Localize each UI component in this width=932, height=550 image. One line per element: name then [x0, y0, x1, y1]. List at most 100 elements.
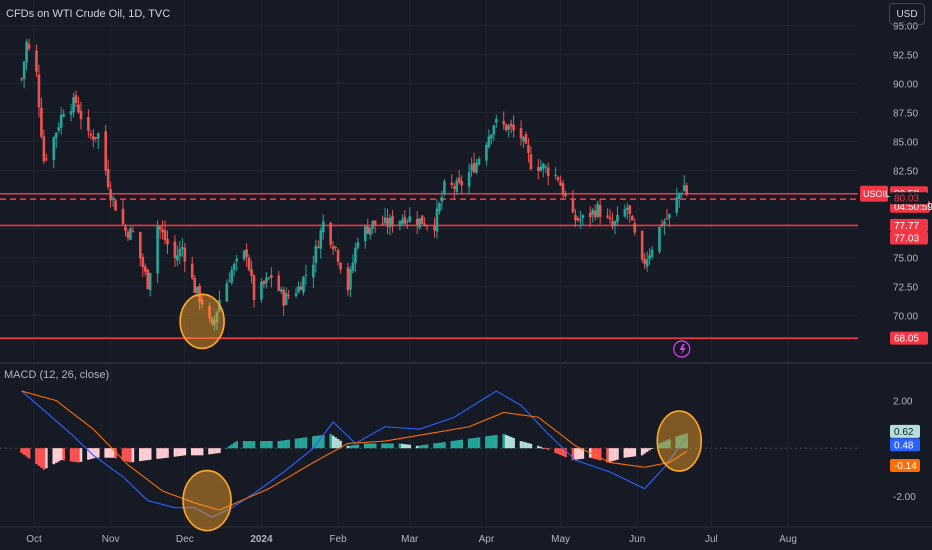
- candle-body: [62, 114, 65, 117]
- candle-body: [564, 193, 567, 197]
- candle-body: [628, 205, 632, 215]
- candle-body: [485, 144, 488, 161]
- macd-histogram-bar: [574, 448, 577, 460]
- macd-histogram-bar: [596, 448, 599, 460]
- candle-body: [262, 281, 266, 285]
- candle-body: [331, 246, 335, 250]
- macd-histogram-bar: [74, 448, 78, 463]
- y-tick-label: 87.50: [893, 109, 918, 120]
- candle-body: [45, 158, 48, 160]
- candle-body: [312, 264, 315, 278]
- macd-histogram-bar: [331, 435, 335, 449]
- y-tick-label: 92.50: [893, 51, 918, 62]
- candle-body: [267, 277, 271, 279]
- macd-histogram-bar: [485, 436, 488, 449]
- candle-body: [423, 223, 426, 226]
- macd-histogram-bar: [487, 435, 491, 449]
- candle-body: [504, 124, 508, 131]
- candle-body: [643, 258, 646, 264]
- macd-histogram-bar: [319, 435, 323, 449]
- candle-body: [72, 97, 75, 113]
- macd-histogram-bar: [215, 448, 219, 454]
- macd-histogram-bar: [366, 443, 370, 449]
- macd-histogram-bar: [418, 445, 421, 449]
- candle-body: [297, 286, 300, 293]
- candle-body: [475, 162, 478, 173]
- macd-histogram-bar: [106, 448, 110, 458]
- macd-histogram-bar: [546, 448, 550, 450]
- currency-button[interactable]: USD: [889, 3, 925, 25]
- macd-histogram-bar: [114, 448, 117, 459]
- candle-body: [317, 246, 320, 248]
- macd-histogram-bar: [339, 440, 342, 449]
- candle-body: [574, 214, 577, 221]
- candle-body: [354, 247, 357, 264]
- macd-histogram-bar: [265, 441, 268, 449]
- macd-histogram-bar: [452, 440, 456, 449]
- y-tick-label: 82.50: [893, 167, 918, 178]
- candle-body: [658, 226, 661, 252]
- horizontal-levels[interactable]: [0, 192, 858, 339]
- candle-body: [294, 293, 298, 296]
- macd-histogram-bar: [630, 448, 634, 457]
- macd-histogram-bar: [541, 447, 545, 449]
- macd-histogram-bar: [79, 448, 83, 462]
- candle-body: [529, 154, 533, 170]
- candle-body: [611, 221, 614, 227]
- candle-body: [541, 163, 545, 169]
- candle-body: [131, 230, 135, 232]
- candle-body: [141, 257, 145, 268]
- candle-body: [252, 275, 256, 301]
- time-axis[interactable]: Oct Nov Dec 2024 Feb Mar Apr May Jun Jul Aug: [26, 534, 797, 545]
- candle-body: [660, 224, 664, 226]
- macd-histogram-bar: [270, 441, 273, 449]
- macd-histogram-bar: [312, 436, 315, 449]
- candle-body: [608, 217, 612, 220]
- macd-histogram-bar: [245, 441, 248, 449]
- macd-histogram-bar: [608, 448, 612, 462]
- candle-body: [460, 181, 463, 186]
- macd-histogram-bar: [467, 438, 471, 449]
- macd-histogram-bar: [42, 448, 46, 470]
- macd-histogram-bar: [415, 445, 419, 449]
- macd-histogram-bar: [346, 445, 350, 449]
- candle-body: [27, 44, 31, 49]
- macd-histogram-bar: [363, 443, 367, 449]
- candle-body: [509, 123, 513, 127]
- candle-body: [329, 222, 332, 245]
- macd-histogram-bar: [354, 444, 357, 449]
- candle-body: [299, 286, 303, 291]
- macd-histogram-bar: [559, 448, 562, 455]
- candle-body: [225, 283, 229, 302]
- candle-body: [645, 259, 649, 267]
- symbol-badge: USOIL: [863, 189, 890, 199]
- candle-body: [284, 293, 288, 305]
- candle-body: [650, 249, 654, 257]
- candle-body: [245, 249, 248, 257]
- macd-histogram-bar: [247, 441, 251, 449]
- x-tick-label: 2024: [250, 534, 273, 545]
- macd-histogram-bar: [54, 448, 58, 463]
- macd-histogram-bar: [504, 434, 508, 449]
- candle-body: [77, 104, 80, 113]
- candle-body: [35, 50, 38, 72]
- candle-body: [143, 266, 147, 272]
- candle-body: [129, 228, 132, 240]
- macd-histogram-bar: [57, 448, 61, 462]
- macd-histogram-bar: [22, 448, 26, 455]
- y-tick-label: 90.00: [893, 80, 918, 91]
- macd-histogram-bar: [109, 448, 112, 458]
- candle-body: [277, 275, 281, 291]
- candle-body: [339, 262, 342, 270]
- macd-pane: [20, 390, 688, 518]
- candle-body: [235, 258, 239, 262]
- candle-body: [158, 226, 162, 230]
- candle-body: [282, 290, 285, 306]
- candle-body: [148, 272, 152, 291]
- macd-histogram-bar: [435, 443, 439, 449]
- candle-body: [616, 214, 619, 222]
- macd-histogram-bar: [613, 448, 617, 461]
- highlight-circles: [179, 293, 703, 532]
- macd-histogram-bar: [640, 448, 644, 456]
